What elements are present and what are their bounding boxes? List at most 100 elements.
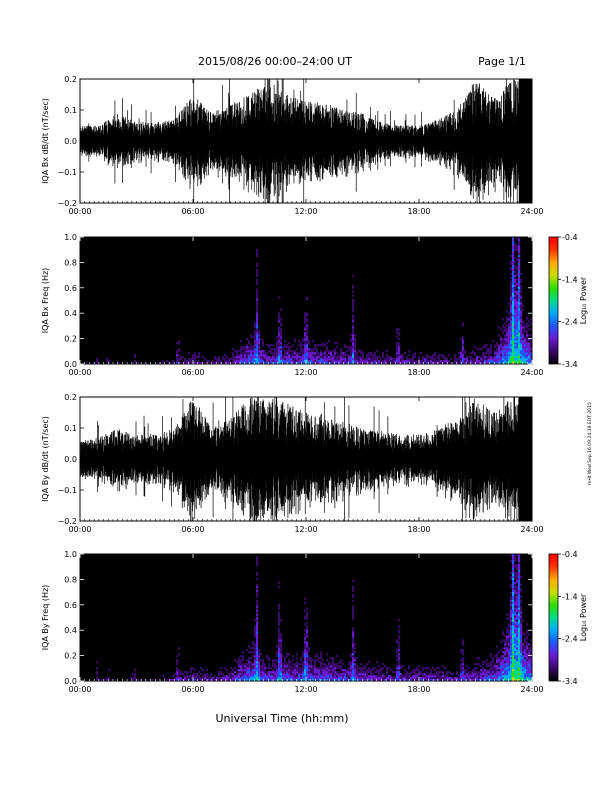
spectrogram-cell xyxy=(518,585,521,588)
spectrogram-cell xyxy=(514,565,517,569)
spectrogram-cell xyxy=(506,635,509,638)
spectrogram-cell xyxy=(306,352,309,355)
spectrogram-cell xyxy=(520,629,523,632)
spectrogram-cell xyxy=(518,669,521,672)
spectrogram-cell xyxy=(520,348,523,351)
spectrogram-cell xyxy=(512,288,515,291)
spectrogram-cell xyxy=(510,635,513,638)
spectrogram-cell xyxy=(358,673,361,676)
spectrogram-cell xyxy=(514,627,517,630)
spectrogram-cell xyxy=(240,675,243,678)
spectrogram-cell xyxy=(346,362,349,364)
spectrogram-cell xyxy=(382,352,385,355)
spectrogram-cell xyxy=(460,675,463,678)
spectrogram-cell xyxy=(512,358,515,361)
spectrogram-cell xyxy=(306,318,309,321)
spectrogram-cell xyxy=(258,665,261,668)
spectrogram-cell xyxy=(366,673,369,676)
spectrogram-cell xyxy=(254,362,257,364)
spectrogram-cell xyxy=(520,322,523,325)
spectrogram-cell xyxy=(256,270,259,273)
spectrogram-cell xyxy=(268,677,271,680)
spectrogram-cell xyxy=(516,625,519,628)
spectrogram-cell xyxy=(276,677,279,680)
spectrogram-cell xyxy=(510,585,513,588)
spectrogram-cell xyxy=(234,671,237,674)
spectrogram-cell xyxy=(518,308,521,311)
spectrogram-cell xyxy=(352,284,355,287)
colorbar xyxy=(548,236,559,365)
spectrogram-cell xyxy=(520,667,523,670)
spectrogram-cell xyxy=(520,595,523,598)
spectrogram-cell xyxy=(274,358,277,361)
spectrogram-cell xyxy=(336,342,339,345)
spectrogram-cell xyxy=(512,629,515,632)
spectrogram-cell xyxy=(298,360,301,363)
spectrogram-cell xyxy=(486,659,489,662)
spectrogram-cell xyxy=(308,655,311,658)
spectrogram-cell xyxy=(482,356,485,359)
spectrogram-cell xyxy=(300,659,303,662)
spectrogram-cell xyxy=(276,352,279,355)
spectrogram-cell xyxy=(516,318,519,321)
spectrogram-cell xyxy=(486,671,489,674)
spectrogram-cell xyxy=(490,655,493,658)
spectrogram-cell xyxy=(460,663,463,666)
spectrogram-cell xyxy=(214,358,217,361)
spectrogram-cell xyxy=(430,679,433,681)
spectrogram-cell xyxy=(280,643,283,646)
spectrogram-cell xyxy=(290,671,293,674)
spectrogram-cell xyxy=(256,613,259,616)
spectrogram-cell xyxy=(186,677,189,680)
spectrogram-cell xyxy=(322,679,325,681)
spectrogram-cell xyxy=(230,671,233,674)
spectrogram-cell xyxy=(276,362,279,364)
spectrogram-cell xyxy=(332,663,335,666)
spectrogram-cell xyxy=(362,354,365,357)
spectrogram-cell xyxy=(504,356,507,359)
spectrogram-cell xyxy=(278,316,281,319)
spectrogram-cell xyxy=(512,591,515,594)
spectrogram-cell xyxy=(508,641,511,644)
spectrogram-cell xyxy=(462,354,465,357)
spectrogram-cell xyxy=(436,667,439,670)
spectrogram-cell xyxy=(282,354,285,357)
spectrogram-cell xyxy=(512,282,515,285)
spectrogram-cell xyxy=(348,356,351,359)
spectrogram-cell xyxy=(382,675,385,678)
spectrogram-cell xyxy=(354,338,357,341)
spectrogram-cell xyxy=(482,362,485,364)
spectrogram-cell xyxy=(472,360,475,363)
x-tick-label: 06:00 xyxy=(181,207,204,216)
spectrogram-cell xyxy=(512,631,515,634)
spectrogram-cell xyxy=(522,350,525,353)
spectrogram-cell xyxy=(500,663,503,666)
spectrogram-cell xyxy=(526,635,529,638)
spectrogram-cell xyxy=(240,673,243,676)
spectrogram-cell xyxy=(278,342,281,345)
spectrogram-cell xyxy=(354,358,357,361)
spectrogram-cell xyxy=(410,671,413,674)
spectrogram-cell xyxy=(486,669,489,672)
spectrogram-cell xyxy=(256,348,259,351)
spectrogram-cell xyxy=(288,663,291,666)
spectrogram-cell xyxy=(466,679,469,681)
spectrogram-cell xyxy=(242,679,245,681)
spectrogram-cell xyxy=(244,673,247,676)
spectrogram-cell xyxy=(396,671,399,674)
spectrogram-cell xyxy=(354,342,357,345)
spectrogram-cell xyxy=(320,677,323,680)
spectrogram-cell xyxy=(250,669,253,672)
spectrogram-cell xyxy=(378,679,381,681)
spectrogram-cell xyxy=(178,647,181,650)
spectrogram-cell xyxy=(256,585,259,588)
spectrogram-cell xyxy=(520,352,523,355)
spectrogram-cell xyxy=(522,342,525,345)
spectrogram-cell xyxy=(516,330,519,333)
spectrogram-cell xyxy=(284,665,287,668)
spectrogram-cell xyxy=(256,306,259,309)
spectrogram-cell xyxy=(334,671,337,674)
spectrogram-cell xyxy=(526,623,529,626)
spectrogram-cell xyxy=(508,338,511,341)
spectrogram-cell xyxy=(256,300,259,303)
